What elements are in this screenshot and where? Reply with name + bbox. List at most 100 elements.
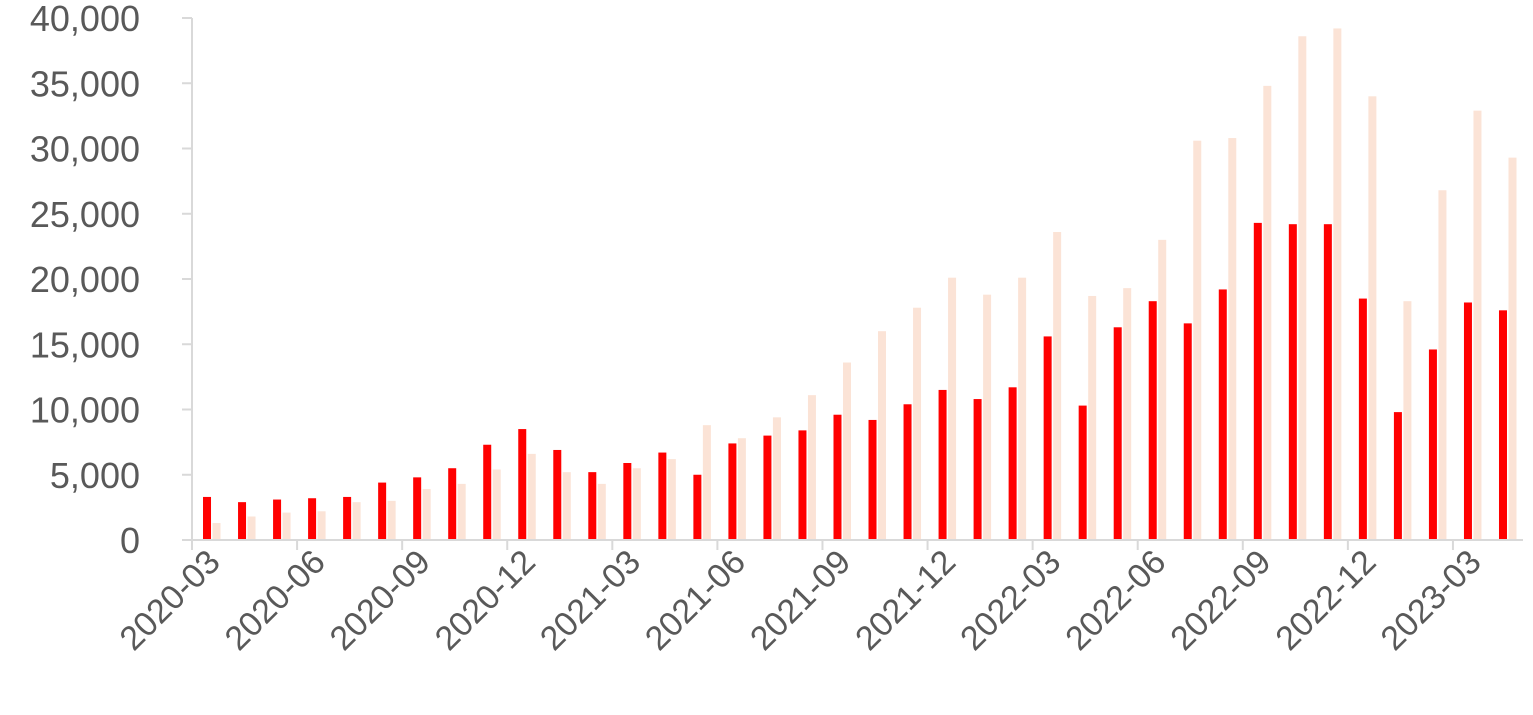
bar-series-2-2021-12: [948, 277, 957, 540]
bar-series-1-2022-01: [973, 399, 982, 540]
bar-series-2-2023-02: [1438, 190, 1447, 540]
bar-series-2-2021-02: [597, 483, 606, 540]
bar-series-1-2022-11: [1323, 224, 1332, 540]
bar-series-1-2021-11: [903, 404, 912, 540]
bar-series-2-2020-09: [422, 489, 431, 540]
bar-series-2-2022-11: [1333, 28, 1342, 540]
bar-series-1-2023-01: [1393, 412, 1402, 540]
y-tick-label: 20,000: [30, 259, 140, 300]
bar-series-2-2022-12: [1368, 96, 1377, 541]
bar-series-2-2021-07: [772, 417, 781, 540]
bar-series-2-2021-11: [913, 307, 922, 540]
y-tick-label: 15,000: [30, 324, 140, 365]
bar-series-group: [203, 28, 1517, 541]
bar-series-1-2021-06: [728, 443, 737, 540]
bar-series-2-2022-04: [1088, 295, 1097, 540]
bar-series-2-2021-09: [842, 362, 851, 540]
bar-series-2-2021-06: [737, 438, 746, 540]
bar-series-1-2022-02: [1008, 387, 1017, 540]
bar-series-2-2021-10: [878, 331, 887, 540]
x-tick-label: 2021-12: [848, 543, 963, 658]
bar-series-2-2021-01: [562, 472, 571, 540]
bar-series-1-2022-06: [1148, 301, 1157, 540]
bar-series-1-2020-07: [343, 496, 352, 540]
bar-series-1-2020-06: [308, 498, 317, 540]
bar-series-1-2021-04: [658, 452, 667, 540]
x-axis-tick-labels: 2020-032020-062020-092020-122021-032021-…: [113, 543, 1489, 658]
y-tick-label: 30,000: [30, 129, 140, 170]
bar-series-2-2022-02: [1018, 277, 1027, 540]
bar-series-1-2021-07: [763, 435, 772, 540]
bar-series-1-2023-02: [1428, 349, 1437, 540]
bar-series-1-2021-02: [588, 472, 597, 540]
x-tick-label: 2022-12: [1268, 543, 1383, 658]
bar-series-1-2020-11: [483, 444, 492, 540]
bar-series-1-2022-12: [1358, 298, 1367, 540]
bar-series-2-2020-04: [247, 516, 256, 540]
x-tick-label: 2020-06: [218, 543, 333, 658]
bar-series-1-2021-03: [623, 463, 632, 540]
bar-series-2-2022-08: [1228, 138, 1237, 540]
bar-series-1-2020-10: [448, 468, 457, 540]
bar-series-1-2021-10: [868, 419, 877, 540]
x-tick-label: 2021-09: [743, 543, 858, 658]
bar-series-1-2021-12: [938, 389, 947, 540]
x-tick-label: 2021-03: [533, 543, 648, 658]
bar-series-2-2023-04: [1508, 157, 1517, 540]
bar-series-1-2020-03: [203, 496, 212, 540]
bar-series-2-2021-05: [702, 425, 711, 540]
bar-series-2-2020-08: [387, 500, 396, 540]
bar-series-1-2022-03: [1043, 336, 1052, 540]
bar-series-1-2020-12: [518, 429, 527, 540]
bar-series-1-2023-03: [1463, 302, 1472, 540]
x-tick-label: 2022-06: [1058, 543, 1173, 658]
bar-series-1-2021-01: [553, 449, 562, 540]
bar-series-2-2023-03: [1473, 110, 1482, 541]
bar-series-1-2020-05: [273, 499, 282, 540]
bar-series-1-2022-07: [1183, 323, 1192, 540]
bar-series-1-2021-05: [693, 474, 702, 540]
x-tick-label: 2022-03: [953, 543, 1068, 658]
bar-series-2-2022-03: [1053, 232, 1062, 540]
x-tick-label: 2021-06: [638, 543, 753, 658]
bar-series-2-2020-11: [492, 469, 501, 540]
bar-series-1-2022-08: [1218, 289, 1227, 540]
y-tick-label: 10,000: [30, 390, 140, 431]
x-tick-label: 2020-12: [428, 543, 543, 658]
bar-series-2-2020-10: [457, 483, 466, 540]
x-axis-ticks: [191, 540, 1454, 550]
bar-series-2-2022-01: [983, 294, 992, 540]
bar-series-2-2020-05: [282, 512, 291, 540]
bar-series-2-2020-07: [352, 502, 361, 540]
bar-series-2-2022-10: [1298, 36, 1307, 541]
bar-series-2-2021-04: [667, 459, 676, 540]
bar-series-1-2023-04: [1498, 310, 1507, 540]
bar-series-1-2021-09: [833, 414, 842, 540]
y-tick-label: 5,000: [50, 455, 140, 496]
bar-series-2-2020-12: [527, 453, 536, 540]
bar-series-2-2023-01: [1403, 301, 1412, 540]
bar-series-1-2020-04: [238, 502, 247, 540]
bar-series-1-2022-05: [1113, 327, 1122, 540]
bar-series-1-2021-08: [798, 430, 807, 540]
bar-series-1-2022-10: [1288, 224, 1297, 540]
y-tick-label: 0: [120, 520, 140, 561]
y-axis-tick-labels: 0 5,000 10,000 15,000 20,000 25,000 30,000 35,0…: [30, 0, 192, 561]
bar-series-2-2021-03: [632, 468, 641, 540]
bar-series-2-2020-03: [212, 523, 221, 540]
bar-series-2-2022-05: [1123, 288, 1132, 540]
bar-series-1-2020-08: [378, 482, 387, 540]
bar-series-2-2020-06: [317, 511, 326, 540]
y-tick-label: 40,000: [30, 0, 140, 39]
x-tick-label: 2020-09: [323, 543, 438, 658]
bar-series-2-2021-08: [807, 395, 816, 540]
bar-series-1-2022-04: [1078, 405, 1087, 540]
bar-series-2-2022-07: [1193, 140, 1202, 541]
bar-series-1-2022-09: [1253, 222, 1262, 540]
x-tick-label: 2022-09: [1163, 543, 1278, 658]
bar-series-1-2020-09: [413, 477, 422, 540]
x-tick-label: 2023-03: [1374, 543, 1489, 658]
bar-series-2-2022-06: [1158, 239, 1167, 540]
y-tick-label: 25,000: [30, 194, 140, 235]
